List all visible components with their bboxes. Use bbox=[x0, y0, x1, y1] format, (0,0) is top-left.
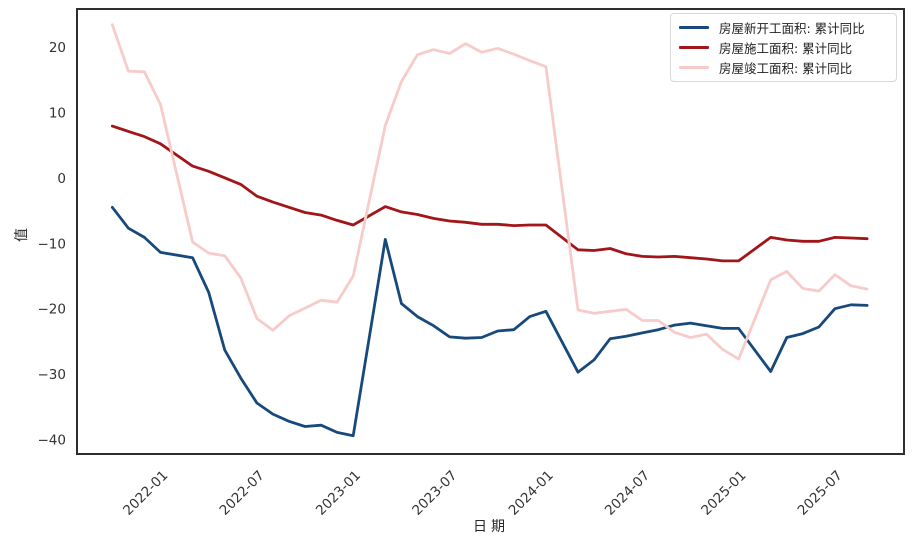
y-tick-label: 0 bbox=[57, 171, 66, 187]
legend-item: 房屋施工面积: 累计同比 bbox=[679, 37, 890, 57]
series-line-2 bbox=[110, 23, 869, 361]
x-tick-label: 2022-07 bbox=[217, 468, 268, 519]
x-tick-label: 2023-01 bbox=[313, 468, 364, 519]
series-line-1 bbox=[110, 124, 869, 263]
x-tick-label: 2023-07 bbox=[409, 468, 460, 519]
y-tick-label: −40 bbox=[38, 433, 67, 449]
y-tick-label: −10 bbox=[38, 236, 67, 252]
legend: 房屋新开工面积: 累计同比 房屋施工面积: 累计同比 房屋竣工面积: 累计同比 bbox=[670, 13, 897, 82]
x-axis-title: 日期 bbox=[473, 519, 509, 535]
x-tick-label: 2025-01 bbox=[698, 468, 749, 519]
x-tick-label: 2024-01 bbox=[506, 468, 557, 519]
legend-item: 房屋竣工面积: 累计同比 bbox=[679, 58, 890, 78]
y-tick-label: 20 bbox=[49, 40, 66, 56]
x-tick-label: 2025-07 bbox=[795, 468, 846, 519]
legend-line-swatch bbox=[679, 45, 709, 49]
legend-item-label: 房屋竣工面积: 累计同比 bbox=[719, 61, 853, 77]
legend-line-swatch bbox=[679, 25, 709, 29]
legend-item-label: 房屋新开工面积: 累计同比 bbox=[719, 20, 865, 36]
plot-border bbox=[76, 8, 905, 455]
x-tick-label: 2024-07 bbox=[602, 468, 653, 519]
legend-item: 房屋新开工面积: 累计同比 bbox=[679, 17, 890, 37]
y-tick-label: −30 bbox=[38, 367, 67, 383]
y-tick-label: −20 bbox=[38, 302, 67, 318]
y-tick-label: 10 bbox=[49, 105, 66, 121]
legend-item-label: 房屋施工面积: 累计同比 bbox=[719, 40, 853, 56]
y-axis-title: 值 bbox=[14, 226, 30, 242]
x-tick-label: 2022-01 bbox=[120, 468, 171, 519]
legend-line-swatch bbox=[679, 66, 709, 70]
series-line-0 bbox=[110, 205, 869, 438]
